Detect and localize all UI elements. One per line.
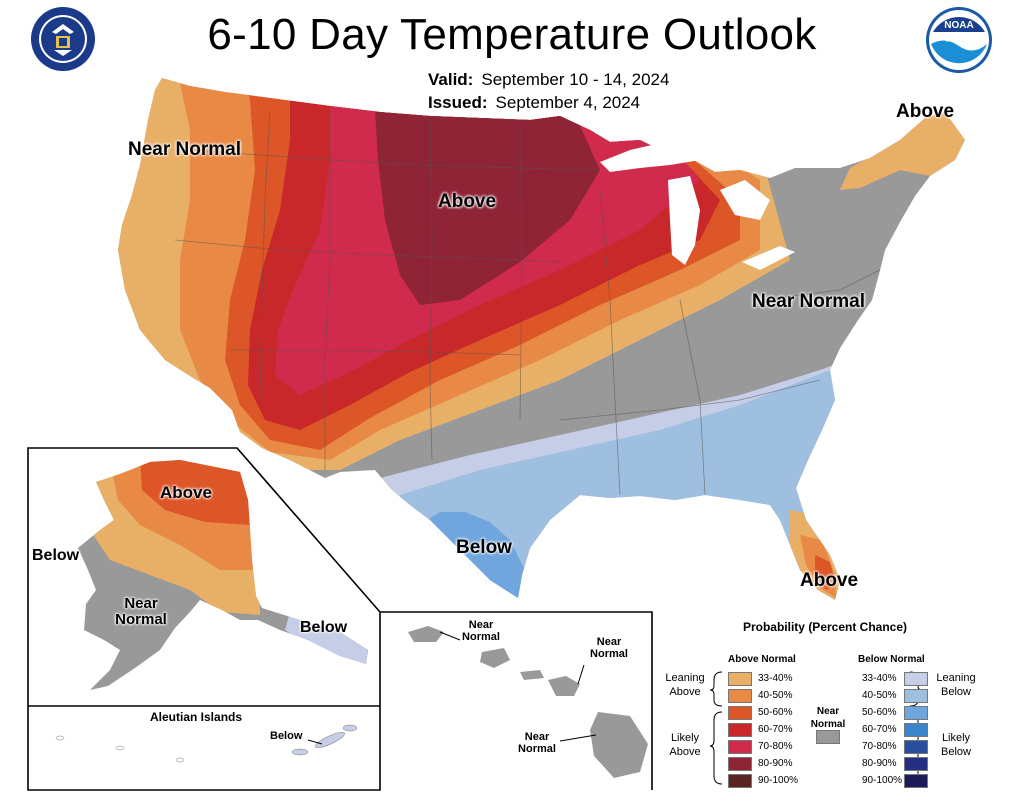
noaa-logo-text: NOAA (944, 20, 973, 31)
legend-likely-above: Likely Above (669, 732, 701, 758)
hawaii-leader-lines (307, 631, 597, 745)
legend-below-range-label: 50-60% (862, 707, 897, 718)
lake-michigan (668, 176, 700, 265)
legend-above-swatch (728, 723, 752, 737)
legend-likely-below: Likely Below (941, 732, 971, 758)
label-conus-ne: Above (896, 101, 955, 122)
label-ak-north: Above (160, 483, 212, 502)
legend-leaning-above: Leaning Above (665, 672, 705, 698)
label-conus-south: Below (456, 537, 512, 558)
legend-below-range-label: 60-70% (862, 724, 897, 735)
label-hi-3: Near Normal (518, 731, 556, 755)
valid-dates: Valid: September 10 - 14, 2024 (428, 70, 669, 90)
legend-leaning-below: Leaning Below (936, 672, 976, 698)
legend-above-swatch (728, 689, 752, 703)
label-conus-nw: Near Normal (128, 139, 241, 160)
valid-label: Valid: (428, 70, 474, 89)
legend-below-swatch (904, 740, 928, 754)
hawaii-islands (408, 626, 648, 778)
issued-label: Issued: (428, 93, 488, 112)
label-hi-2: Near Normal (590, 636, 628, 660)
legend-above-swatch (728, 740, 752, 754)
legend-above-range-label: 70-80% (758, 741, 793, 752)
label-ak-se: Below (300, 619, 348, 636)
alaska-inset-border (27, 447, 381, 791)
label-conus-fl: Above (800, 570, 859, 591)
legend-below-range-label: 70-80% (862, 741, 897, 752)
legend-below-swatch (904, 672, 928, 686)
label-ak-west: Below (32, 547, 80, 564)
legend-title: Probability (Percent Chance) (742, 620, 908, 634)
issued-value: September 4, 2024 (495, 93, 641, 112)
legend-above-range-label: 80-90% (758, 758, 793, 769)
legend-above-header: Above Normal (728, 654, 796, 665)
commerce-seal-logo (31, 7, 95, 71)
lake-huron (720, 180, 770, 220)
hawaii-inset-border (380, 611, 653, 790)
legend-above-range-label: 60-70% (758, 724, 793, 735)
legend-below-range-label: 33-40% (862, 673, 897, 684)
label-ak-south: Near Normal (115, 595, 167, 628)
legend-above-swatch (728, 706, 752, 720)
legend-below-swatch (904, 757, 928, 771)
label-aleutian-below: Below (270, 730, 303, 742)
legend-below-range-label: 90-100% (862, 775, 903, 786)
legend-below-range-label: 40-50% (862, 690, 897, 701)
legend-above-range-label: 33-40% (758, 673, 793, 684)
valid-value: September 10 - 14, 2024 (481, 70, 670, 89)
legend-below-header: Below Normal (858, 654, 925, 665)
noaa-logo: NOAA (926, 7, 992, 73)
alaska-below-se (285, 612, 368, 664)
legend-below-swatch (904, 706, 928, 720)
lake-erie (742, 246, 795, 270)
legend-below-swatch (904, 723, 928, 737)
state-borders (174, 109, 881, 496)
label-hi-1: Near Normal (462, 619, 500, 643)
legend-above-range-label: 40-50% (758, 690, 793, 701)
above-80-90-region (375, 110, 600, 305)
lake-superior (600, 142, 700, 172)
legend-near-label: Near Normal (810, 706, 846, 730)
above-fl-50-60 (815, 555, 836, 590)
aleutian-islands-shapes (55, 724, 358, 763)
above-ne-region (840, 112, 965, 190)
issued-date: Issued: September 4, 2024 (428, 93, 640, 113)
label-conus-north: Above (438, 191, 497, 212)
legend-near-swatch (816, 730, 840, 744)
legend-below-range-label: 80-90% (862, 758, 897, 769)
near-normal-band (360, 200, 900, 478)
legend-above-swatch (728, 672, 752, 686)
alaska-above-50-60 (140, 460, 250, 525)
label-conus-east: Near Normal (752, 291, 865, 312)
label-aleutian-title: Aleutian Islands (150, 710, 243, 724)
legend-below-swatch (904, 689, 928, 703)
legend-below-swatch (904, 774, 928, 788)
page-title: 6-10 Day Temperature Outlook (207, 10, 817, 59)
legend-above-swatch (728, 774, 752, 788)
below-50-60-region (420, 512, 525, 600)
legend-above-range-label: 90-100% (758, 775, 799, 786)
legend-above-range-label: 50-60% (758, 707, 793, 718)
legend-above-swatch (728, 757, 752, 771)
